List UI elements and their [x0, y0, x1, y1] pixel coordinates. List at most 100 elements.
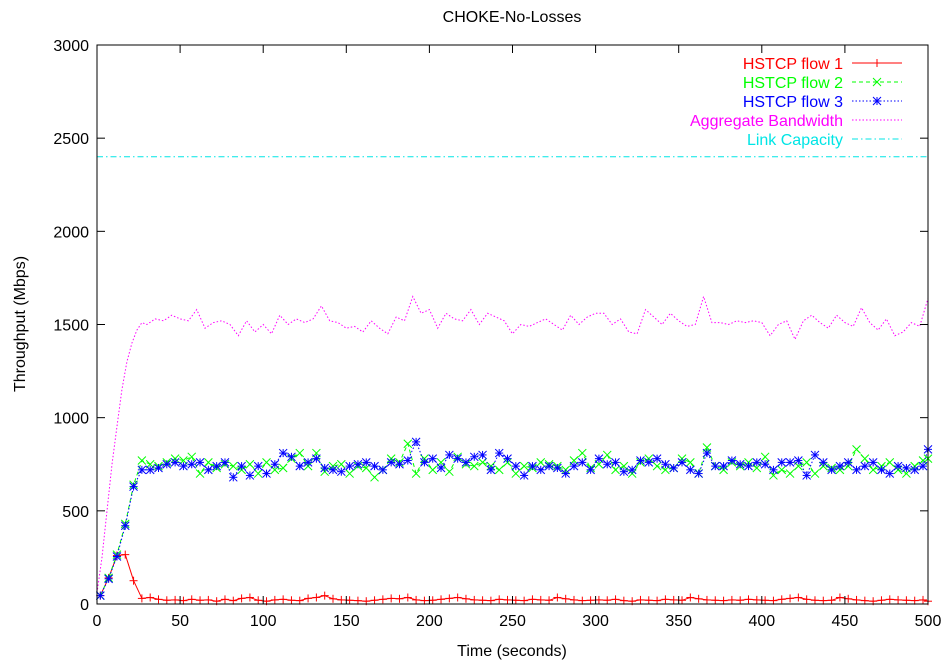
series-2-point: [411, 469, 421, 478]
legend-marker: [872, 77, 882, 87]
series-1-point: [387, 594, 396, 603]
series-3-point: [436, 463, 446, 473]
series-1-point: [345, 596, 354, 605]
series-3-point: [320, 463, 330, 473]
series-3-point: [494, 448, 504, 458]
series-3-point: [411, 437, 421, 447]
series-1-point: [619, 596, 628, 605]
series-3-point: [353, 459, 363, 469]
series-1-point: [403, 593, 412, 602]
series-3-point: [270, 459, 280, 469]
x-tick-label: 100: [250, 613, 277, 630]
series-3-point: [104, 574, 113, 584]
series-1-point: [727, 595, 736, 604]
series-3-point: [461, 458, 471, 467]
legend-label: HSTCP flow 1: [743, 56, 843, 73]
series-3-point: [777, 458, 787, 467]
series-3-point: [154, 463, 163, 473]
series-2-point: [245, 459, 255, 469]
series-3-point: [386, 458, 396, 467]
series-line-3: [99, 440, 929, 596]
series-3-point: [179, 461, 188, 471]
series-3-point: [910, 465, 920, 475]
series-1-point: [511, 596, 520, 605]
series-3-point: [719, 461, 728, 471]
series-1-point: [162, 596, 171, 605]
series-1-point: [603, 596, 612, 605]
series-1-point: [902, 596, 911, 605]
series-1-point: [412, 595, 421, 604]
series-line-1: [99, 554, 929, 602]
series-2-point: [652, 461, 662, 471]
series-2-point: [228, 461, 238, 471]
series-3-point: [902, 463, 911, 473]
series-1-point: [553, 593, 562, 602]
series-3-point: [752, 458, 762, 467]
series-1-point: [470, 595, 479, 604]
x-tick-label: 400: [748, 613, 775, 630]
series-2-point: [370, 472, 379, 482]
series-1-point: [337, 595, 346, 604]
series-3-point: [544, 461, 554, 471]
series-2-point: [519, 461, 529, 471]
series-2-point: [469, 461, 479, 471]
series-3-point: [835, 461, 845, 471]
series-3-point: [478, 450, 487, 460]
series-3-point: [694, 469, 703, 478]
series-1-point: [719, 596, 728, 605]
legend-label: Link Capacity: [747, 132, 843, 149]
series-2-point: [852, 444, 861, 454]
legend: HSTCP flow 1 HSTCP flow 2 HSTCP flow 3 Aggr…: [690, 56, 902, 149]
series-1-point: [678, 596, 687, 605]
series-1-point: [786, 594, 795, 603]
series-1-point: [229, 596, 238, 605]
series-1-point: [653, 596, 662, 605]
y-tick-label: 1500: [53, 318, 89, 335]
series-1-point: [661, 595, 670, 604]
series-3-point: [802, 471, 812, 480]
series-2-point: [494, 465, 504, 475]
series-1-point: [171, 595, 180, 604]
series-3-point: [652, 454, 662, 464]
series-1-point: [711, 596, 720, 605]
series-3-point: [287, 452, 296, 462]
series-3-point: [685, 465, 695, 475]
series-1-point: [370, 596, 379, 605]
series-1-point: [196, 596, 205, 605]
series-3-point: [536, 465, 546, 475]
series-2-point: [777, 465, 787, 475]
series-1-point: [777, 595, 786, 604]
series-3-point: [843, 458, 853, 467]
series-1-point: [769, 596, 778, 605]
series-1-point: [237, 594, 246, 603]
x-tick-label: 50: [171, 613, 189, 630]
series-1-point: [437, 595, 446, 604]
series-3-point: [760, 459, 770, 469]
series-1-point: [245, 593, 254, 602]
series-1-point: [129, 576, 138, 585]
series-1-point: [794, 593, 803, 602]
series-1-point: [752, 595, 761, 604]
series-1-point: [736, 596, 745, 605]
series-1-point: [852, 595, 861, 604]
series-3-point: [361, 458, 371, 467]
series-2-point: [428, 465, 438, 475]
series-2-point: [511, 469, 521, 478]
series-1-point: [121, 550, 130, 559]
series-2-point: [785, 469, 795, 478]
x-axis-title: Time (seconds): [457, 643, 567, 660]
chart-title: CHOKE-No-Losses: [443, 9, 582, 26]
series-3-point: [735, 459, 745, 469]
series-3-point: [885, 469, 895, 478]
series-3-point: [486, 465, 496, 475]
legend-item-4: Aggregate Bandwidth: [690, 113, 902, 130]
series-1-point: [636, 595, 645, 604]
series-3-point: [312, 454, 321, 464]
series-1-point: [545, 596, 554, 605]
y-tick-label: 2000: [53, 224, 89, 241]
series-1-point: [802, 595, 811, 604]
series-2-point: [577, 448, 587, 458]
series-1-point: [254, 596, 263, 605]
series-3-point: [295, 461, 305, 471]
